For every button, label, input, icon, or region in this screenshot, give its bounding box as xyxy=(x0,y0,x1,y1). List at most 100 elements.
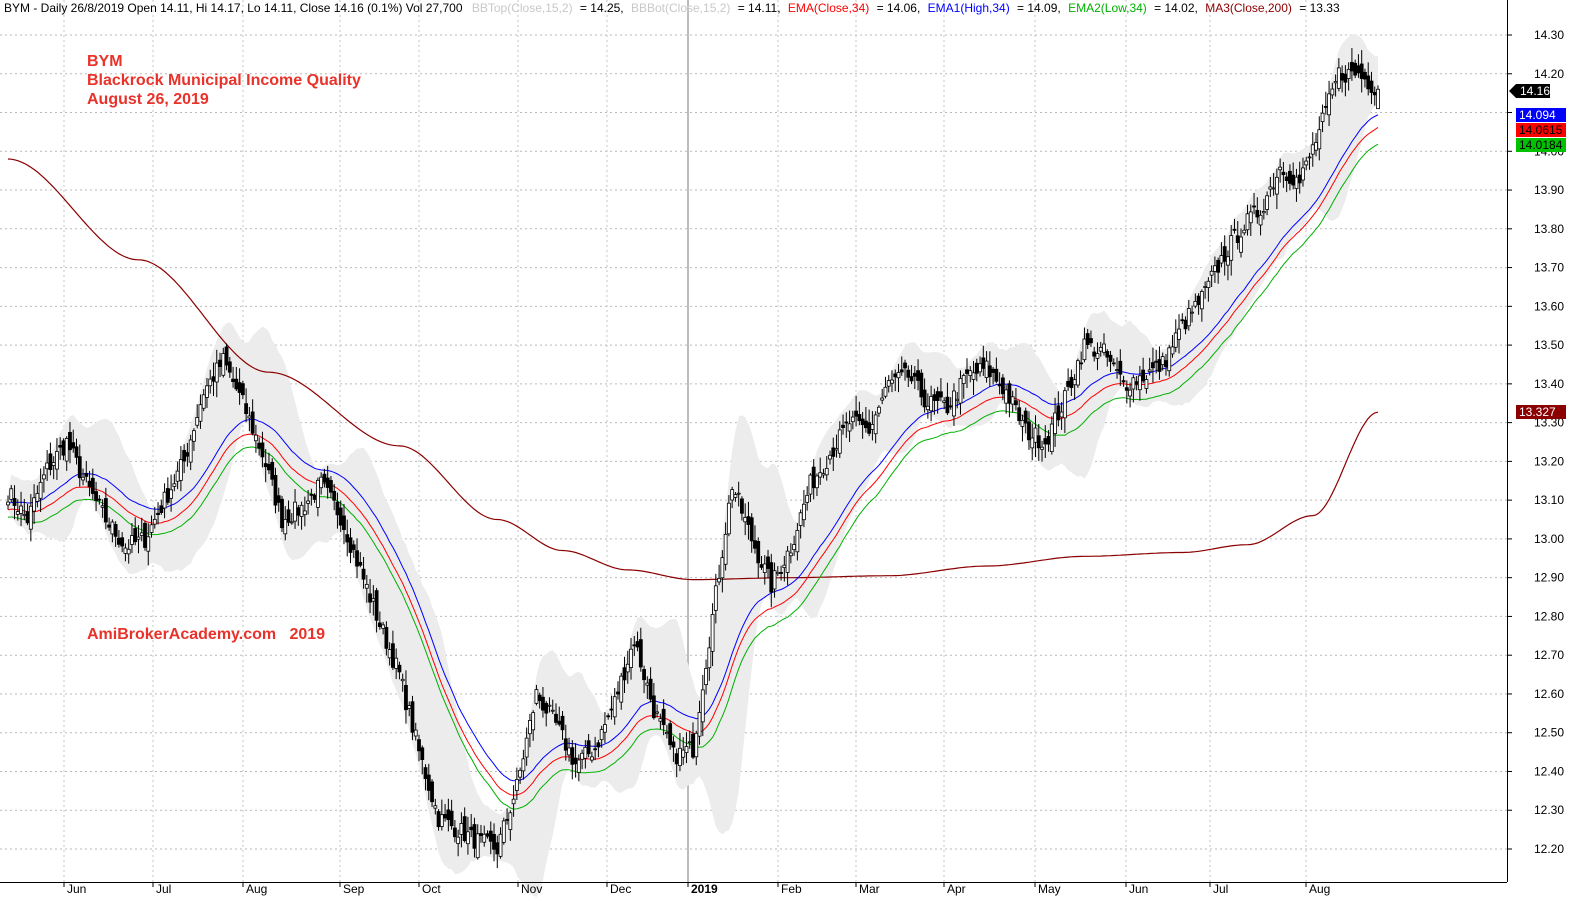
candle-body xyxy=(524,737,529,758)
candle xyxy=(707,636,712,681)
candle-body xyxy=(1366,75,1371,90)
candle xyxy=(1301,157,1305,187)
candle xyxy=(726,495,731,537)
candle-body xyxy=(834,448,839,451)
candle-body xyxy=(234,378,239,390)
candle-body xyxy=(28,505,33,530)
candle-body xyxy=(286,509,291,523)
candle-body xyxy=(645,682,650,686)
candle xyxy=(1027,411,1031,450)
candle xyxy=(1082,327,1087,363)
candle xyxy=(736,481,741,507)
candle-body xyxy=(133,528,138,543)
candle xyxy=(270,458,275,486)
candle-body xyxy=(110,521,115,535)
candle-body xyxy=(811,466,816,489)
candle-body xyxy=(775,571,780,575)
candle xyxy=(156,502,160,525)
candle-body xyxy=(681,749,686,758)
candle-body xyxy=(130,535,134,545)
candle-body xyxy=(769,562,774,593)
candle-body xyxy=(974,362,979,374)
candle xyxy=(227,356,232,378)
candle-body xyxy=(528,720,532,735)
candle xyxy=(1105,349,1110,367)
candle-body xyxy=(139,532,144,536)
candle-body xyxy=(377,622,382,628)
candle xyxy=(606,713,611,720)
header-bbbot-value: = 14.11, xyxy=(738,1,781,15)
y-tick-label: 13.30 xyxy=(1534,416,1564,430)
candle xyxy=(254,424,258,453)
candle-body xyxy=(38,481,43,499)
candle-body xyxy=(772,570,777,590)
candle-body xyxy=(1258,214,1263,226)
candle-body xyxy=(625,663,630,673)
candle-body xyxy=(1030,437,1035,449)
candle-body xyxy=(1310,144,1315,155)
candle xyxy=(452,820,457,843)
candle xyxy=(1248,204,1253,236)
candle-body xyxy=(1196,295,1201,305)
candle xyxy=(492,823,496,862)
header-bbbot-label: BBBot(Close,15,2) xyxy=(631,1,730,15)
candle-body xyxy=(257,442,262,449)
candle-body xyxy=(1043,438,1048,445)
candle-body xyxy=(143,522,147,548)
candle xyxy=(880,388,885,405)
candle-body xyxy=(916,370,920,381)
tag-background xyxy=(1516,138,1566,152)
candle xyxy=(939,378,943,402)
candle-body xyxy=(1144,379,1149,389)
candle xyxy=(560,711,565,740)
x-tick-label: Jun xyxy=(1129,882,1148,896)
candle-body xyxy=(929,396,934,412)
candle-body xyxy=(364,583,369,589)
candle-body xyxy=(90,477,95,494)
candle-body xyxy=(619,675,624,703)
candle-body xyxy=(518,769,523,778)
candle-body xyxy=(1134,381,1139,385)
candle-body xyxy=(890,379,894,384)
candle xyxy=(1177,314,1181,354)
candle-body xyxy=(965,369,969,374)
candle-body xyxy=(883,386,888,397)
candle xyxy=(828,450,832,465)
y-tick-label: 12.20 xyxy=(1534,842,1564,856)
header-ema-value: = 14.06, xyxy=(877,1,921,15)
candle-body xyxy=(97,498,102,501)
candlesticks xyxy=(6,48,1380,869)
candle xyxy=(1167,344,1172,377)
candle-body xyxy=(534,689,539,704)
candle-body xyxy=(426,774,431,791)
candle-body xyxy=(1036,435,1041,449)
candle xyxy=(400,673,405,692)
candle-body xyxy=(169,489,173,499)
y-tick-label: 12.30 xyxy=(1534,803,1564,817)
y-tick-label: 13.60 xyxy=(1534,299,1564,313)
candle xyxy=(1317,116,1322,161)
candle-body xyxy=(691,733,695,758)
x-tick-label: Jul xyxy=(1213,882,1228,896)
candle-body xyxy=(547,704,552,707)
candle-body xyxy=(1274,176,1279,195)
candle xyxy=(342,503,346,545)
candle xyxy=(661,699,666,736)
candle-body xyxy=(492,833,496,850)
candle-body xyxy=(267,464,271,471)
candle xyxy=(355,538,359,579)
candle-body xyxy=(740,498,744,514)
candle xyxy=(1190,305,1194,323)
candle-body xyxy=(563,738,568,751)
candle-body xyxy=(159,505,164,513)
candle-body xyxy=(805,494,810,503)
candle-body xyxy=(893,373,898,378)
candle xyxy=(704,659,708,695)
candle xyxy=(694,730,699,766)
candle xyxy=(1274,168,1279,210)
header-ema2-value: = 14.02, xyxy=(1154,1,1198,15)
candle-body xyxy=(182,449,187,462)
candle xyxy=(906,365,911,387)
candle-body xyxy=(1346,68,1351,80)
x-tick-label: Apr xyxy=(947,882,966,896)
